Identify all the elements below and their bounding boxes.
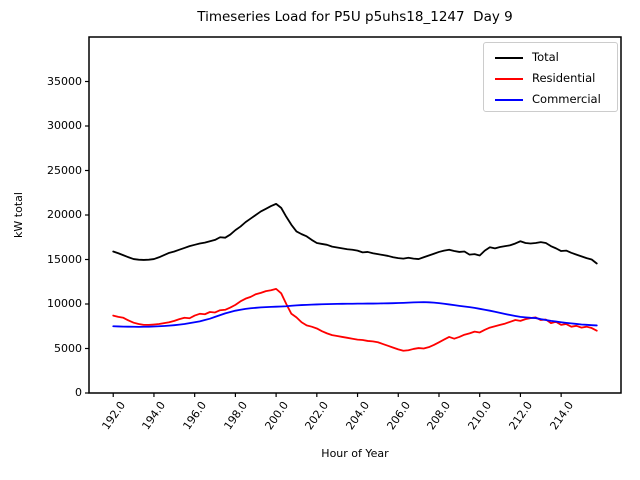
y-tick-label: 5000	[54, 341, 82, 355]
y-tick-label: 10000	[47, 297, 82, 310]
y-tick-label: 30000	[47, 119, 82, 132]
series-line-total	[112, 202, 598, 265]
y-tick-label: 15000	[47, 252, 82, 266]
chart-title: Timeseries Load for P5U p5uhs18_1247 Day…	[197, 9, 513, 25]
series-line-commercial	[112, 301, 598, 328]
y-axis-label: kW total	[12, 192, 25, 238]
y-tick-label: 35000	[47, 74, 82, 88]
legend-label-total: Total	[532, 50, 559, 64]
residential-line-swatch	[495, 77, 523, 80]
x-axis-label: Hour of Year	[321, 447, 389, 460]
y-tick-label: 20000	[47, 208, 82, 221]
legend-item-residential: Residential	[495, 68, 617, 89]
legend-item-total: Total	[495, 47, 617, 68]
total-line-swatch	[495, 56, 523, 59]
y-tick-label: 0	[75, 386, 82, 399]
commercial-line-swatch	[495, 98, 523, 101]
legend: Total Residential Commercial	[483, 42, 618, 112]
legend-label-residential: Residential	[532, 71, 596, 85]
y-tick-label: 25000	[47, 163, 82, 177]
legend-label-commercial: Commercial	[532, 92, 601, 106]
series-line-residential	[112, 287, 598, 352]
legend-item-commercial: Commercial	[495, 89, 617, 110]
